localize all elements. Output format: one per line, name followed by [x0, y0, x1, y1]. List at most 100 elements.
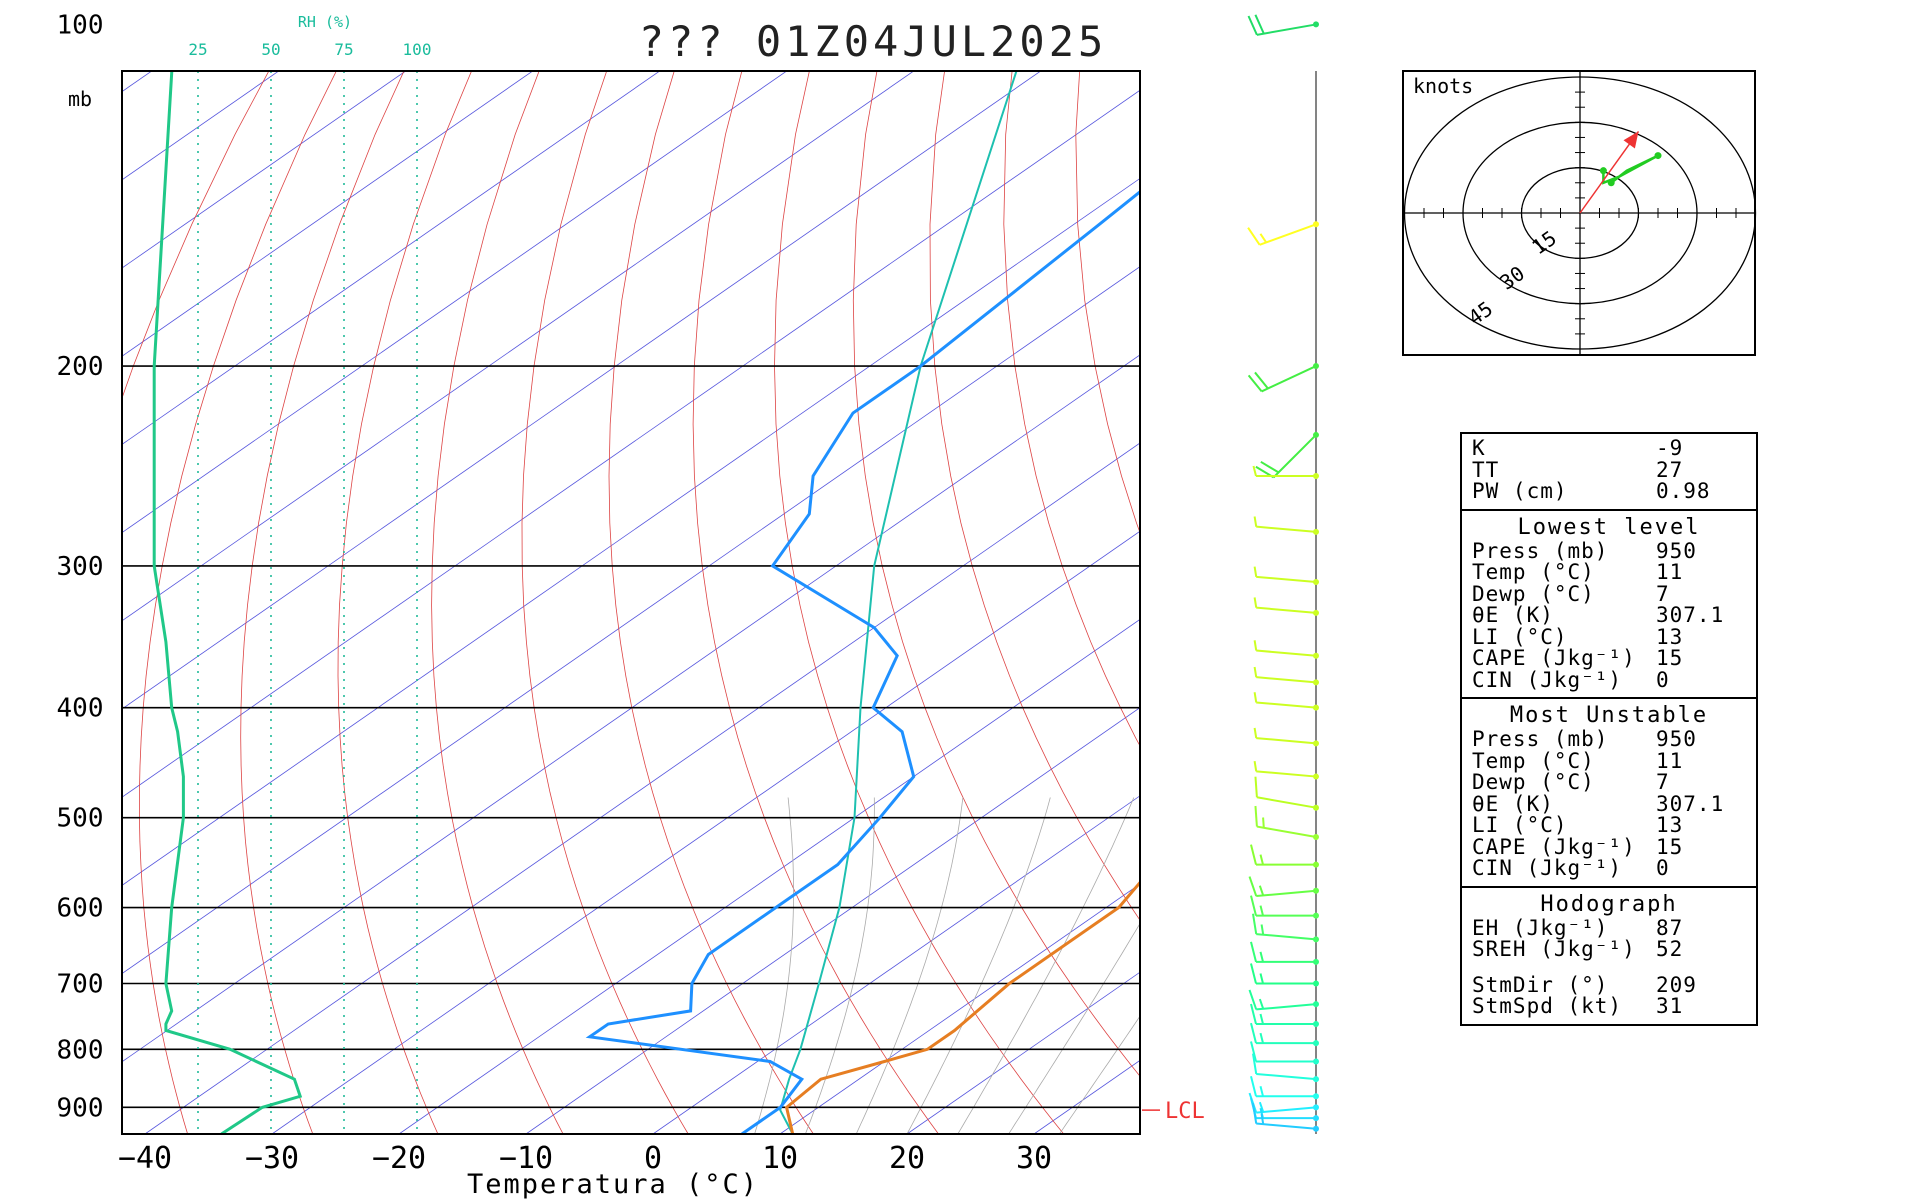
index-label: StmDir (°) — [1472, 975, 1656, 997]
wind-barb-feather — [1260, 886, 1263, 896]
dry-adiabat-line — [139, 24, 359, 1134]
wind-barb — [1250, 990, 1319, 1009]
wind-barb — [1251, 963, 1319, 986]
index-row: SREH (Jkg⁻¹)52 — [1472, 939, 1746, 961]
wind-barb-point — [1313, 1001, 1319, 1007]
moist-adiabat-line — [907, 798, 1050, 1135]
section-title: Hodograph — [1472, 892, 1746, 918]
wind-barb — [1255, 667, 1319, 685]
index-label: CAPE (Jkg⁻¹) — [1472, 837, 1656, 859]
wind-barb — [1255, 692, 1319, 710]
index-value: 950 — [1656, 541, 1746, 563]
wind-barb-staff — [1274, 435, 1316, 477]
wind-barb — [1255, 761, 1319, 779]
wind-barb — [1253, 1054, 1319, 1083]
wind-barb-point — [1313, 1040, 1319, 1046]
index-value: 7 — [1656, 584, 1746, 606]
wind-barb-staff — [1257, 797, 1316, 807]
index-label: Dewp (°C) — [1472, 584, 1656, 606]
rh-scale-label: 25 — [188, 40, 207, 59]
wind-barb-staff — [1256, 891, 1316, 896]
index-row: EH (Jkg⁻¹)87 — [1472, 918, 1746, 940]
index-value: 31 — [1656, 996, 1746, 1018]
wind-barb-feather — [1263, 818, 1264, 828]
dry-adiabat-line — [1871, 24, 1920, 1134]
rh-scale-title: RH (%) — [298, 13, 352, 31]
wind-barb-staff — [1260, 224, 1316, 245]
index-label: Temp (°C) — [1472, 562, 1656, 584]
wind-barb-staff — [1256, 527, 1316, 532]
hodograph-unit-label: knots — [1413, 74, 1473, 98]
index-label: Press (mb) — [1472, 541, 1656, 563]
pressure-tick-label: 500 — [57, 804, 104, 834]
wind-barb-point — [1313, 1115, 1319, 1121]
rh-scale-label: 50 — [261, 40, 280, 59]
wind-barb-feather — [1261, 855, 1264, 865]
wind-barb-feather — [1255, 567, 1257, 577]
isotherm-line — [0, 24, 1362, 1134]
index-label: EH (Jkg⁻¹) — [1472, 918, 1656, 940]
index-label: K — [1472, 438, 1656, 460]
isotherm-line — [0, 24, 1489, 1134]
wind-barb — [1249, 15, 1319, 35]
wind-barb-point — [1313, 862, 1319, 868]
wind-barb-feather — [1255, 777, 1256, 798]
wind-barb-feather — [1261, 952, 1264, 962]
wind-barb — [1255, 516, 1319, 534]
wind-barb-feather — [1249, 16, 1257, 35]
index-row: CIN (Jkg⁻¹)0 — [1472, 670, 1746, 692]
index-row: θE (K)307.1 — [1472, 605, 1746, 627]
wind-barb — [1249, 363, 1319, 391]
wind-barb — [1255, 728, 1319, 746]
wind-barb-feather — [1253, 914, 1256, 934]
wind-barb-staff — [1256, 577, 1316, 582]
index-value: -9 — [1656, 438, 1746, 460]
dewpoint-profile-line — [590, 24, 1349, 1134]
wind-barb-point — [1313, 959, 1319, 965]
wind-barb-point — [1313, 21, 1319, 27]
wind-barb-feather — [1255, 15, 1263, 34]
index-label: StmSpd (kt) — [1472, 996, 1656, 1018]
wind-barb-staff — [1256, 677, 1316, 682]
wind-barb-point — [1313, 432, 1319, 438]
chart-title: ??? 01Z04JUL2025 — [639, 17, 1108, 66]
wind-barb-staff — [1257, 827, 1316, 837]
wind-barb-staff — [1256, 608, 1316, 613]
wind-barb-feather — [1255, 692, 1257, 702]
wind-barb-staff — [1256, 738, 1316, 743]
index-label: θE (K) — [1472, 794, 1656, 816]
wind-barb-point — [1313, 705, 1319, 711]
dry-adiabat-line — [1740, 24, 1920, 1134]
wind-barb-point — [1313, 1104, 1319, 1110]
wind-barb-feather — [1251, 845, 1256, 865]
wind-barb-point — [1313, 579, 1319, 585]
index-value: 11 — [1656, 562, 1746, 584]
wind-barb — [1251, 1023, 1319, 1046]
temperature-tick-label: 10 — [762, 1141, 798, 1176]
dry-adiabat-line — [338, 24, 491, 1134]
wind-barb — [1251, 1041, 1319, 1064]
index-value: 15 — [1656, 648, 1746, 670]
wind-barb-staff — [1256, 1107, 1316, 1112]
wind-barb — [1255, 597, 1319, 615]
pressure-tick-label: 200 — [57, 352, 104, 382]
temperature-profile-line — [787, 24, 1451, 1134]
parcel-profile-line — [780, 24, 1031, 1134]
lcl-label: LCL — [1165, 1099, 1205, 1124]
index-value: 0 — [1656, 670, 1746, 692]
index-row: LI (°C)13 — [1472, 627, 1746, 649]
index-label: LI (°C) — [1472, 627, 1656, 649]
wind-barb-feather — [1251, 942, 1256, 962]
index-value: 0.98 — [1656, 481, 1746, 503]
pressure-tick-label: 300 — [57, 552, 104, 582]
wind-barb — [1251, 845, 1319, 868]
index-value: 7 — [1656, 772, 1746, 794]
wind-barb-staff — [1256, 1124, 1316, 1129]
wind-barb-point — [1313, 980, 1319, 986]
temperature-tick-label: −30 — [245, 1141, 299, 1176]
wind-barb-feather — [1255, 728, 1257, 738]
wind-barb-point — [1313, 740, 1319, 746]
